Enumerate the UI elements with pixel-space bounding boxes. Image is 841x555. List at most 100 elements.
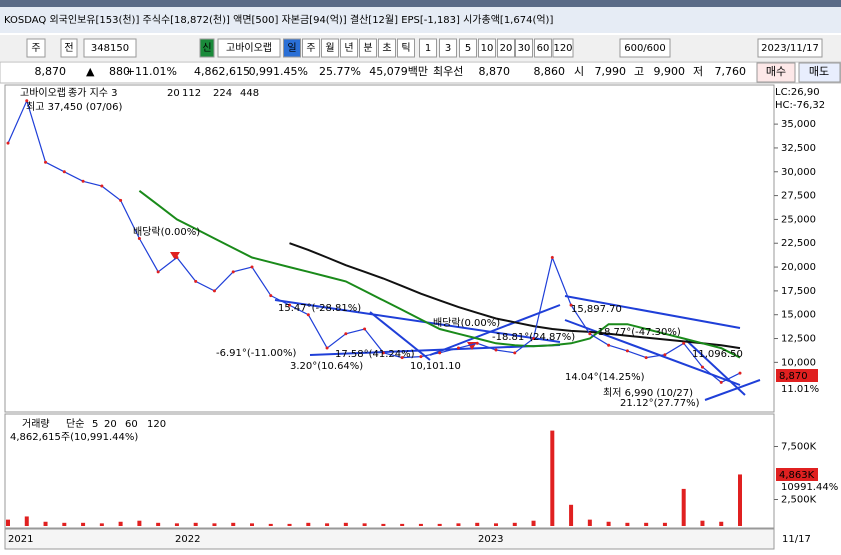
last-price-box xyxy=(776,369,818,382)
quote-value: 45,079백만 xyxy=(369,65,428,78)
volume-panel xyxy=(4,413,775,529)
volume-info: 4,862,615주(10,991.44%) xyxy=(10,432,138,443)
volume-bar xyxy=(606,521,611,526)
volume-legend: 5 xyxy=(92,419,98,430)
volume-bar xyxy=(700,520,705,526)
toolbar-button[interactable] xyxy=(60,38,78,58)
quote-value: 880 xyxy=(109,65,130,78)
volume-bar xyxy=(24,516,29,526)
toolbar-button[interactable] xyxy=(340,38,358,58)
close-point xyxy=(513,351,517,355)
annotation: -6.91°(-11.00%) xyxy=(216,348,297,359)
close-point xyxy=(306,313,310,317)
toolbar-button[interactable] xyxy=(283,38,301,58)
close-point xyxy=(363,327,367,331)
toolbar-label: 1 xyxy=(425,43,431,54)
toolbar-button[interactable] xyxy=(439,38,457,58)
toolbar-button[interactable] xyxy=(552,38,574,58)
toolbar-label: 분 xyxy=(363,42,372,54)
toolbar-button[interactable] xyxy=(217,38,281,58)
toolbar-button[interactable] xyxy=(199,38,215,58)
toolbar-button[interactable] xyxy=(478,38,496,58)
quote-value: 4,862,615 xyxy=(194,65,250,78)
close-point xyxy=(25,99,29,103)
quote-value: 저 xyxy=(693,65,703,78)
legend-entry: 종가 지수 3 xyxy=(68,87,118,99)
legend-entry: 112 xyxy=(182,88,201,99)
buy-button[interactable] xyxy=(756,62,796,83)
volume-bar xyxy=(662,522,667,526)
toolbar-button[interactable] xyxy=(321,38,339,58)
close-point xyxy=(62,170,66,174)
toolbar-label: 2023/11/17 xyxy=(761,43,819,54)
annotation: 17.58°(41.24%) xyxy=(335,349,415,360)
hc-label: HC:-76,32 xyxy=(775,100,825,111)
volume-bar xyxy=(587,519,592,526)
last-volume-pct: 10991.44% xyxy=(781,482,838,493)
annotation: 10,101.10 xyxy=(410,361,461,372)
close-point xyxy=(44,160,48,164)
date-axis xyxy=(4,528,775,550)
annotation: 3.20°(10.64%) xyxy=(290,361,363,372)
toolbar-button[interactable] xyxy=(515,38,533,58)
sell-button[interactable] xyxy=(798,62,841,83)
toolbar-button[interactable] xyxy=(757,38,823,58)
annotation: 최저 6,990 (10/27) xyxy=(603,387,693,399)
volume-bar xyxy=(81,522,86,526)
close-point xyxy=(194,279,198,283)
close-point xyxy=(625,349,629,353)
toolbar-button[interactable] xyxy=(378,38,396,58)
quote-value: 25.77% xyxy=(319,65,361,78)
y-tick-label: 27,500 xyxy=(781,191,816,202)
volume-bar xyxy=(418,523,423,526)
volume-bar xyxy=(437,523,442,526)
toolbar-button[interactable] xyxy=(419,38,437,58)
volume-bar xyxy=(381,523,386,526)
toolbar-label: 10 xyxy=(481,43,494,54)
quote-bar xyxy=(0,61,841,84)
volume-bar xyxy=(6,519,10,526)
legend-entry: 224 xyxy=(213,88,232,99)
y-tick-label: 32,500 xyxy=(781,143,816,154)
toolbar-button[interactable] xyxy=(459,38,477,58)
quote-value: 9,900 xyxy=(654,65,686,78)
toolbar-label: 월 xyxy=(325,42,334,54)
toolbar-button[interactable] xyxy=(497,38,515,58)
toolbar-button[interactable] xyxy=(83,38,137,58)
toolbar-label: 신 xyxy=(202,42,211,54)
quote-value: 시 xyxy=(574,65,584,78)
volume-bar xyxy=(137,520,142,526)
legend-entry: 20 xyxy=(167,88,180,99)
volume-bar xyxy=(193,522,198,526)
toolbar-button[interactable] xyxy=(397,38,415,58)
toolbar-button[interactable] xyxy=(534,38,552,58)
toolbar-button[interactable] xyxy=(619,38,671,58)
close-point xyxy=(212,289,216,293)
volume-bar xyxy=(306,522,311,526)
close-point xyxy=(100,184,104,188)
last-change: 11.01% xyxy=(781,384,819,395)
line xyxy=(138,190,741,359)
quote-value: 0,991.45% xyxy=(249,65,308,78)
tab-strip xyxy=(0,0,841,7)
dividend-marker xyxy=(170,252,180,260)
up-arrow: ▲ xyxy=(86,65,95,78)
annotation: 14.04°(14.25%) xyxy=(565,372,645,383)
toolbar-button[interactable] xyxy=(26,38,46,58)
toolbar-label: 348150 xyxy=(91,43,129,54)
line xyxy=(7,99,741,384)
close-point xyxy=(156,270,160,274)
close-point xyxy=(607,343,611,347)
volume-bar xyxy=(456,523,461,526)
buy-label: 매수 xyxy=(766,65,786,78)
volume-bar xyxy=(512,522,517,526)
toolbar-button[interactable] xyxy=(359,38,377,58)
toolbar-button[interactable] xyxy=(302,38,320,58)
volume-bar xyxy=(62,522,67,526)
toolbar-label: 600/600 xyxy=(624,43,666,54)
toolbar-label: 60 xyxy=(537,43,550,54)
y-tick-label: 30,000 xyxy=(781,167,816,178)
volume-bar xyxy=(268,523,273,526)
date-label: 2021 xyxy=(8,534,33,545)
close-point xyxy=(588,332,592,336)
